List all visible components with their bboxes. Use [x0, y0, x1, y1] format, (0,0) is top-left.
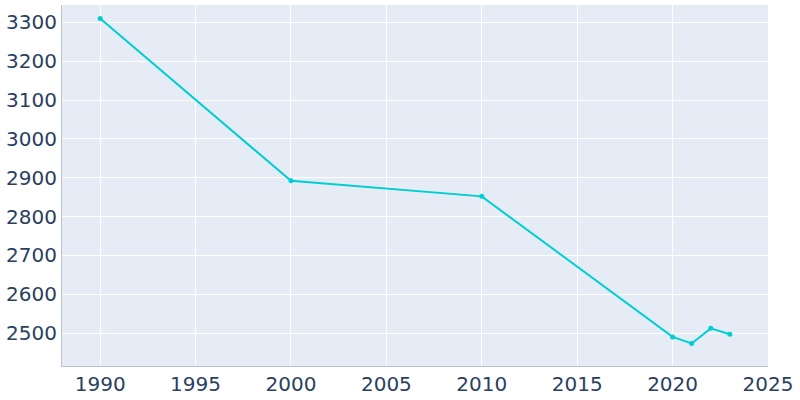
svg-text:2500: 2500 — [6, 321, 57, 345]
svg-text:2010: 2010 — [456, 372, 507, 396]
svg-text:1990: 1990 — [75, 372, 126, 396]
svg-text:2025: 2025 — [743, 372, 794, 396]
svg-text:2000: 2000 — [266, 372, 317, 396]
svg-text:2800: 2800 — [6, 205, 57, 229]
svg-text:2020: 2020 — [647, 372, 698, 396]
svg-text:3100: 3100 — [6, 88, 57, 112]
svg-text:2005: 2005 — [361, 372, 412, 396]
svg-text:3200: 3200 — [6, 49, 57, 73]
svg-text:2600: 2600 — [6, 282, 57, 306]
svg-text:3000: 3000 — [6, 127, 57, 151]
svg-text:3300: 3300 — [6, 10, 57, 34]
svg-text:2900: 2900 — [6, 166, 57, 190]
svg-text:2700: 2700 — [6, 243, 57, 267]
svg-text:1995: 1995 — [170, 372, 221, 396]
svg-text:2015: 2015 — [552, 372, 603, 396]
